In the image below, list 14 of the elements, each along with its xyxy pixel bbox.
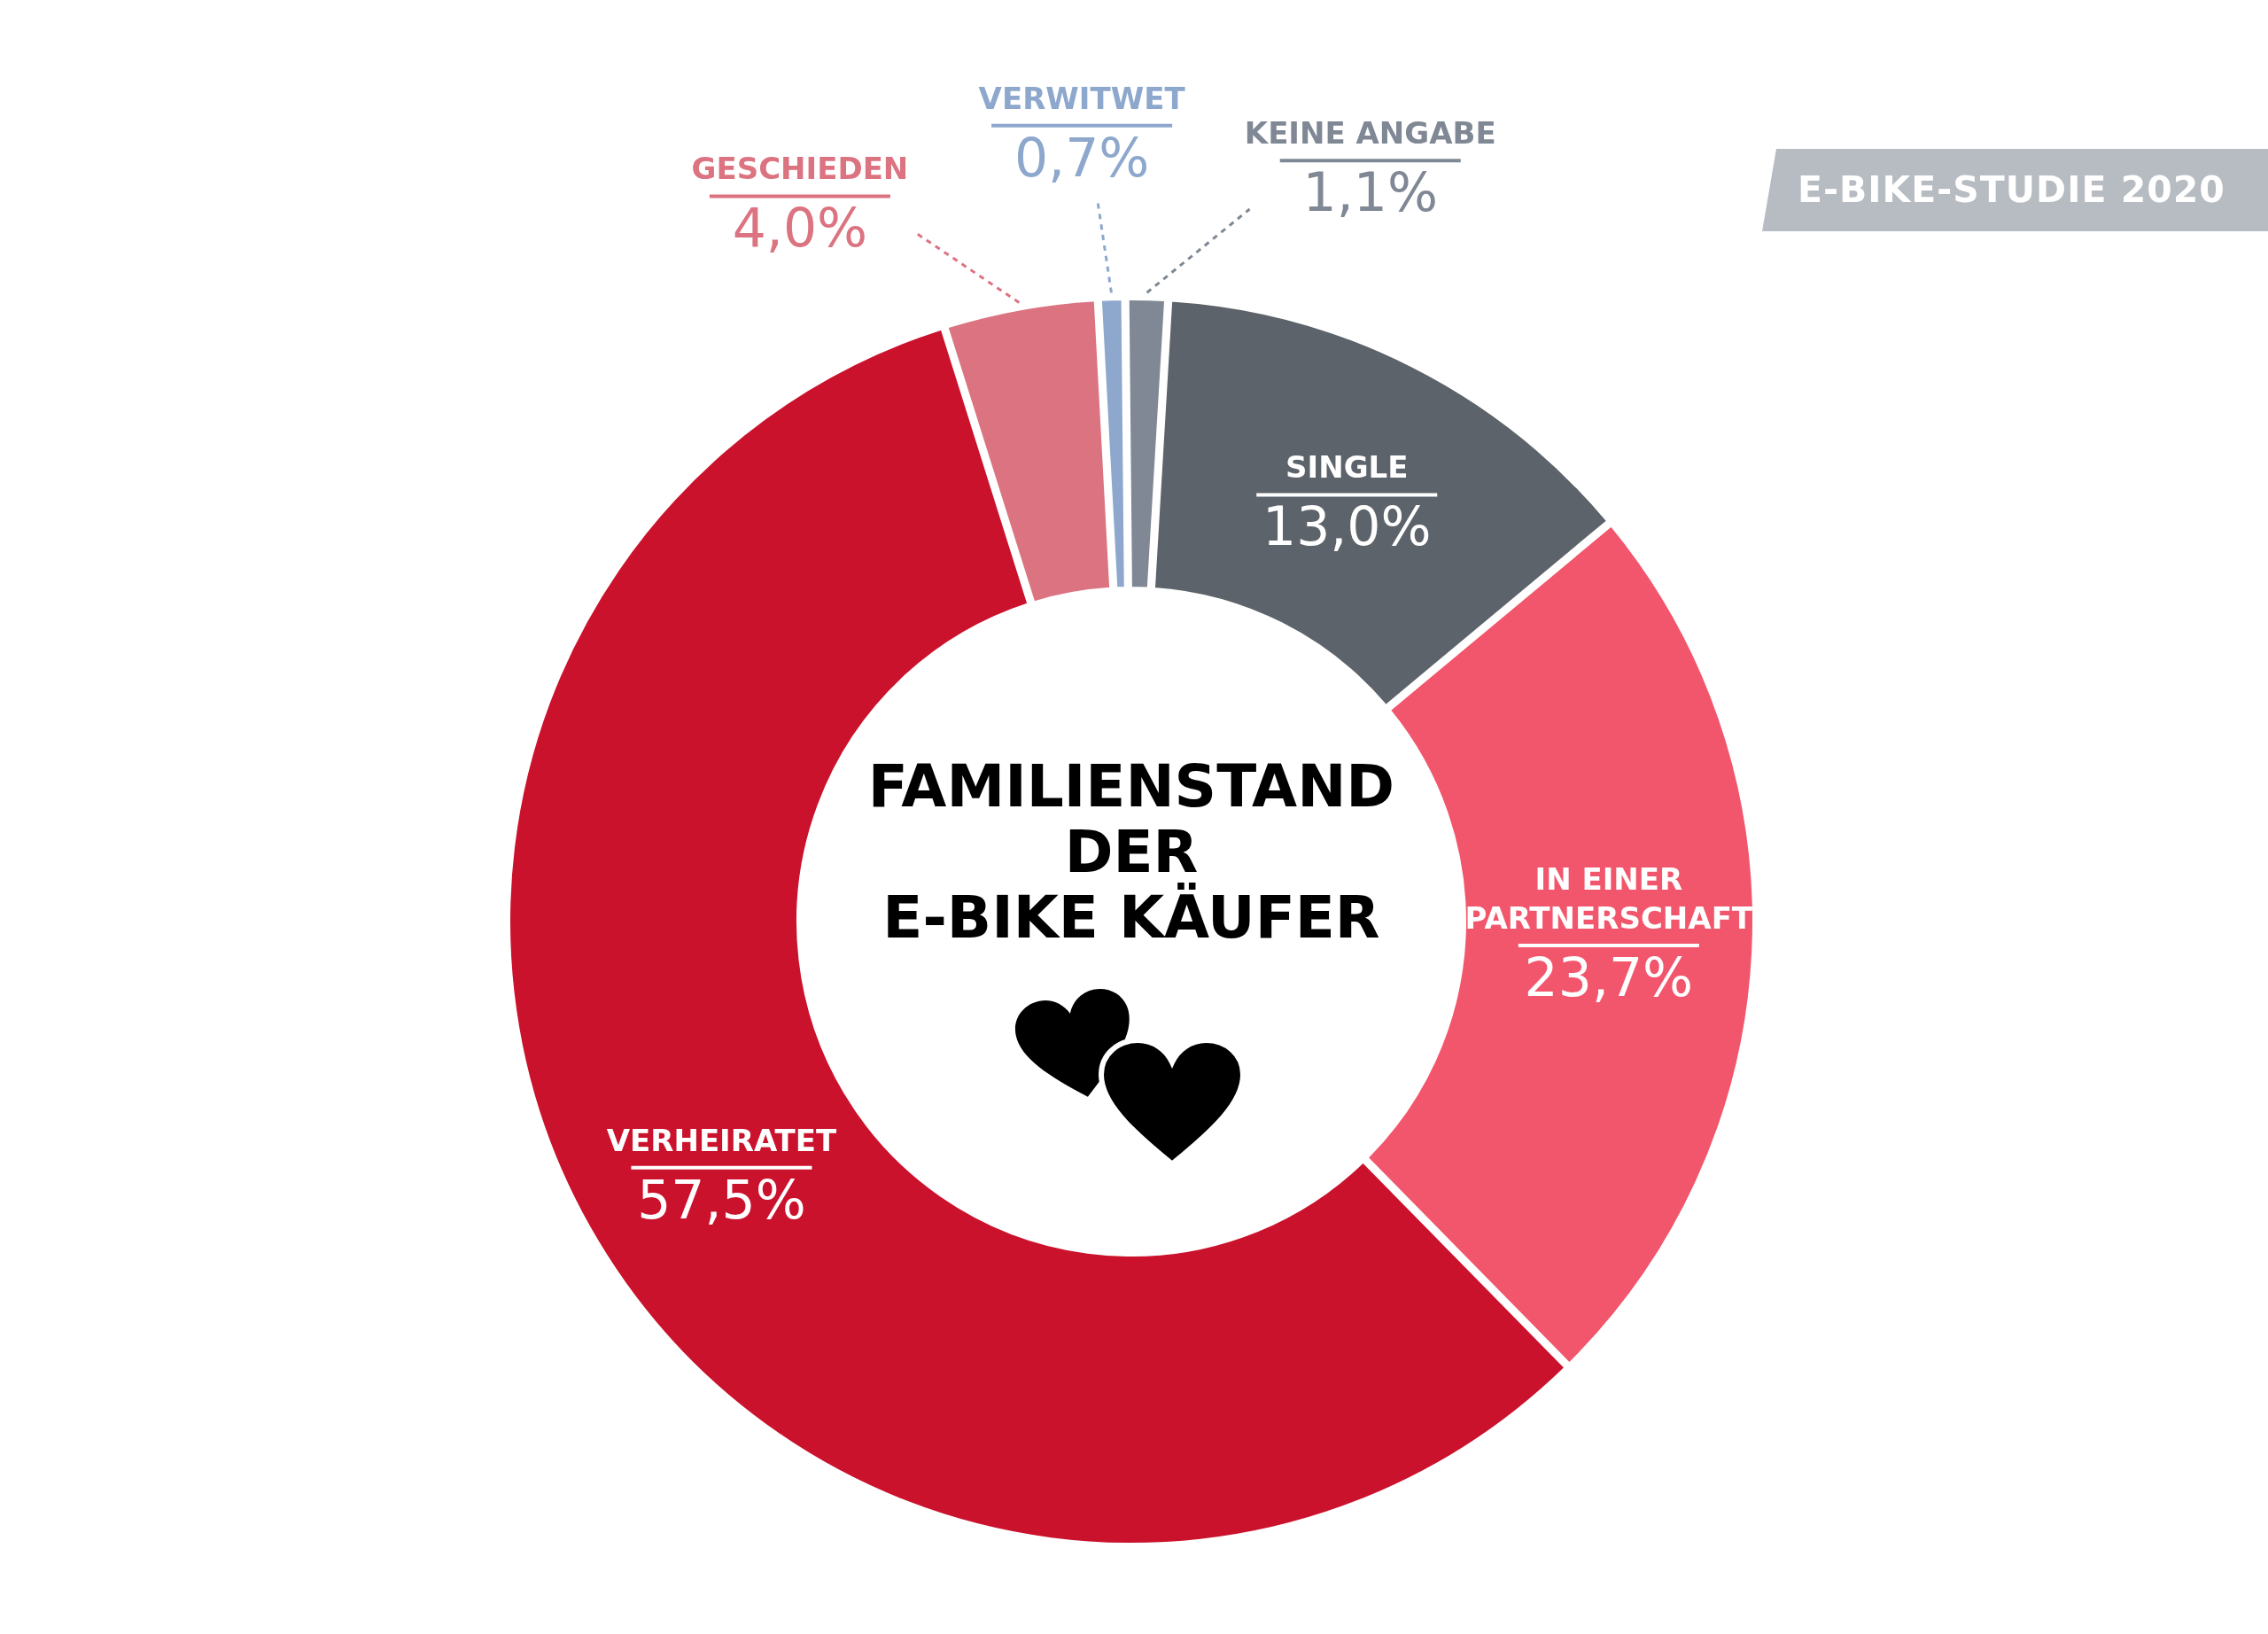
- slice-label: SINGLE: [1285, 449, 1409, 486]
- data-label: 13,0%: [1262, 495, 1432, 558]
- text: FAMILIENSTAND DER E-BIKE KÄUFER: [867, 752, 1395, 952]
- data-label: 23,7%: [1524, 945, 1694, 1008]
- slice-label: KEINE ANGABE: [1244, 115, 1496, 152]
- slice-label: VERWITWET: [978, 80, 1186, 116]
- slice-label: GESCHIEDEN: [691, 151, 909, 187]
- data-label: 0,7%: [1014, 126, 1150, 189]
- text: E-BIKE-STUDIE 2020: [1798, 168, 2225, 211]
- data-label: 57,5%: [637, 1168, 806, 1231]
- slice-label: VERHEIRATET: [606, 1122, 838, 1158]
- data-label: 4,0%: [732, 197, 868, 260]
- slice-label: IN EINER PARTNERSCHAFT: [1464, 860, 1753, 936]
- data-label: 1,1%: [1302, 161, 1438, 224]
